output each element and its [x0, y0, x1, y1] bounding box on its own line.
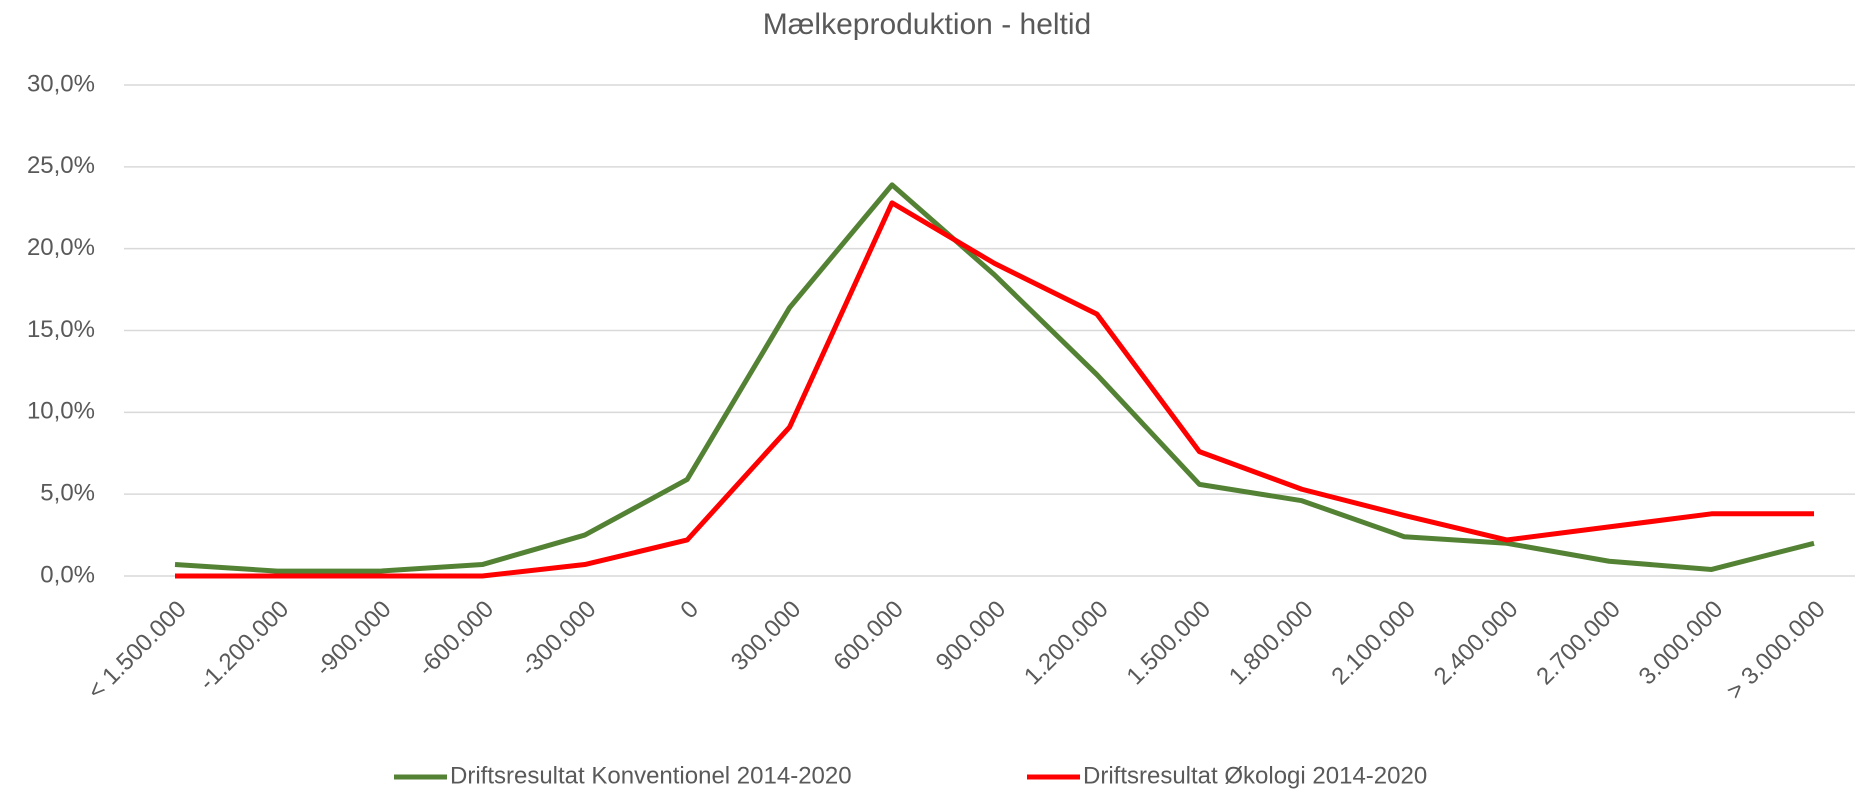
- y-tick-label: 10,0%: [27, 398, 95, 425]
- x-tick-label: 600.000: [828, 596, 908, 676]
- data-line: [175, 200, 1814, 579]
- y-tick-label: 30,0%: [27, 70, 95, 97]
- legend-label: Driftsresultat Konventionel 2014-2020: [450, 762, 852, 789]
- chart-title: Mælkeproduktion - heltid: [763, 8, 1092, 41]
- y-tick-label: 20,0%: [27, 234, 95, 261]
- x-tick-label: 300.000: [726, 596, 806, 676]
- x-tick-label: 1.500.000: [1122, 596, 1217, 691]
- x-tick-label: -1.200.000: [194, 596, 294, 696]
- x-tick-label: -300.000: [515, 596, 601, 682]
- x-tick-label: 1.800.000: [1224, 596, 1319, 691]
- y-tick-label: 0,0%: [40, 561, 95, 588]
- x-tick-label: 2.100.000: [1326, 596, 1421, 691]
- legend-label: Driftsresultat Økologi 2014-2020: [1083, 762, 1427, 789]
- x-tick-label: 2.700.000: [1531, 596, 1626, 691]
- x-tick-label: 3.000.000: [1634, 596, 1729, 691]
- x-tick-label: 900.000: [931, 596, 1011, 676]
- x-tick-label: 2.400.000: [1429, 596, 1524, 691]
- y-tick-label: 15,0%: [27, 316, 95, 343]
- x-tick-label: 1.200.000: [1019, 596, 1114, 691]
- y-tick-label: 5,0%: [40, 480, 95, 507]
- data-line: [174, 182, 1815, 574]
- x-tick-label: 0: [675, 596, 704, 625]
- x-tick-label: < 1.500.000: [83, 596, 192, 705]
- x-tick-label: -600.000: [413, 596, 499, 682]
- x-tick-label: -900.000: [311, 596, 397, 682]
- y-tick-label: 25,0%: [27, 152, 95, 179]
- x-tick-label: > 3.000.000: [1722, 596, 1831, 705]
